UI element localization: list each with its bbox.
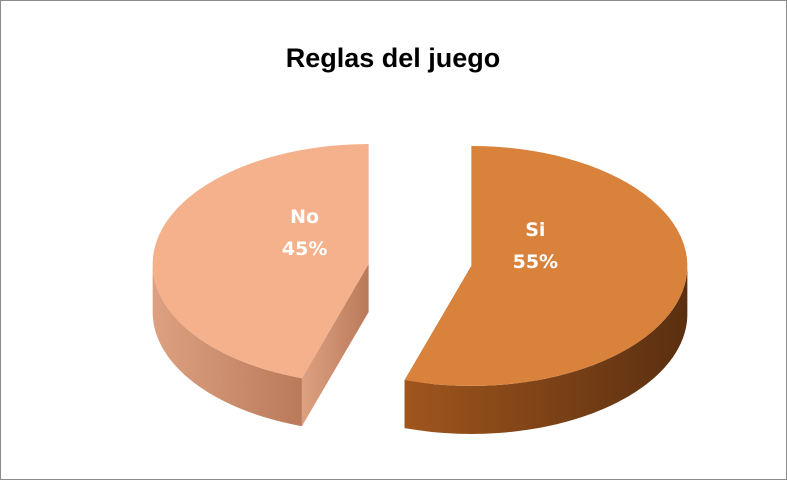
pie-slice bbox=[152, 144, 369, 427]
chart-title: Reglas del juego bbox=[286, 43, 501, 73]
slice-cut-face bbox=[301, 264, 369, 427]
slice-side bbox=[404, 265, 688, 434]
slice-top bbox=[152, 144, 369, 379]
data-label-category: Si bbox=[525, 219, 545, 241]
data-label-value: 45% bbox=[282, 238, 327, 260]
data-label-category: No bbox=[290, 206, 319, 228]
pie-slice bbox=[404, 145, 688, 434]
slice-side bbox=[152, 264, 302, 427]
slice-top bbox=[404, 145, 688, 386]
data-label-value: 55% bbox=[513, 251, 558, 273]
